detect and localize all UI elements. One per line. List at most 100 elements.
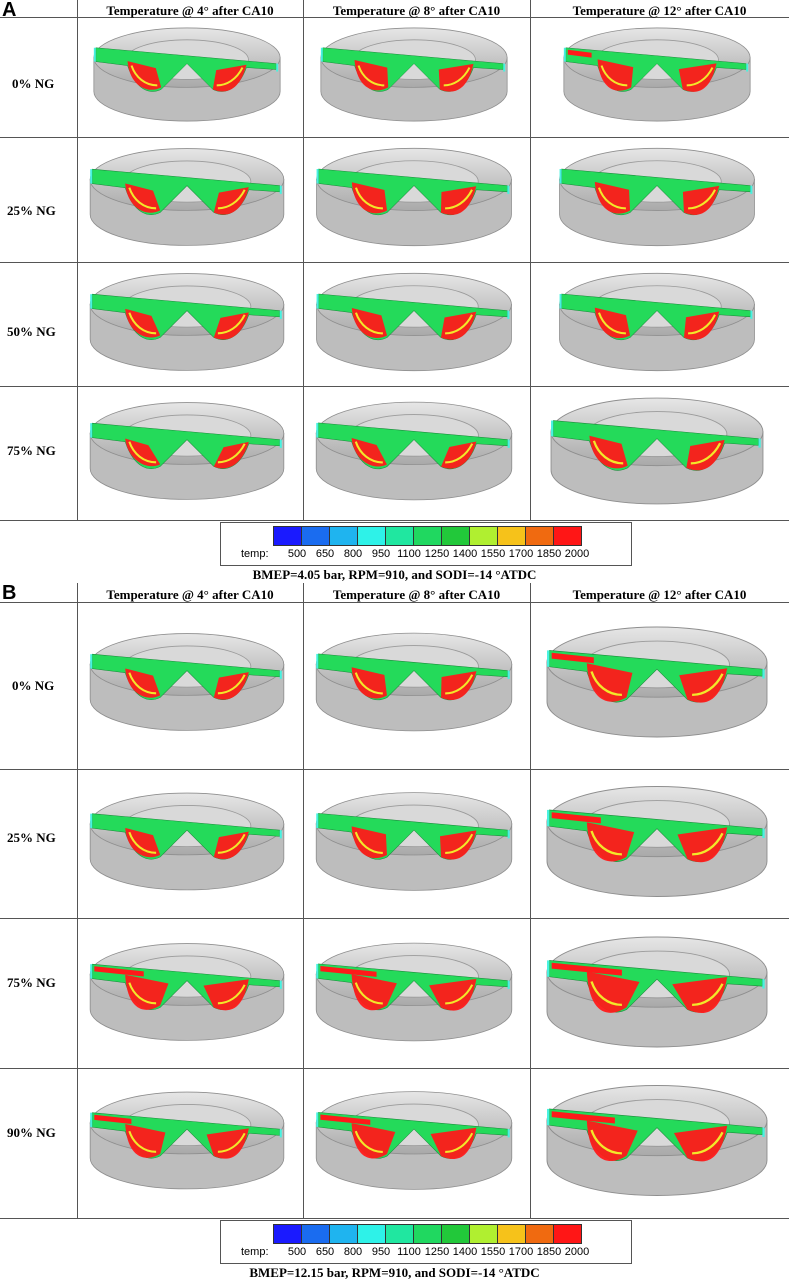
legend-color-bin: [330, 527, 358, 545]
piston-bowl-contour: [84, 921, 290, 1063]
panel-a-row-label-0: 0% NG: [12, 76, 55, 91]
legend-color-bin: [470, 1225, 498, 1243]
panel-b-header-rule: [0, 602, 789, 603]
panel-a-bottom-rule: [0, 520, 789, 521]
panel-b-row-divider-1: [0, 769, 789, 770]
panel-a-row-label-3: 75% NG: [7, 443, 56, 458]
panel-b-caption: BMEP=12.15 bar, RPM=910, and SODI=-14 °A…: [249, 1265, 540, 1280]
legend-tick-label: 1250: [424, 1246, 450, 1258]
panel-b-col-header-2: Temperature @ 12° after CA10: [572, 587, 747, 602]
legend-tick-label: 2000: [564, 1246, 590, 1258]
piston-bowl-contour: [540, 389, 774, 513]
panel-b-col-divider-1: [303, 583, 304, 1218]
panel-a-row-label-2: 50% NG: [7, 324, 56, 339]
panel-b-temperature-legend: temp: 500 650 800 950 1100 1250 1400 1550 1700 18…: [220, 1220, 632, 1264]
legend-color-bin: [330, 1225, 358, 1243]
legend-color-bin: [414, 1225, 442, 1243]
legend-tick-label: 1100: [397, 1246, 421, 1258]
panel-a-legend-label: temp:: [241, 548, 269, 560]
legend-tick-label: 1250: [424, 548, 450, 560]
panel-b-row-label-0: 0% NG: [12, 678, 55, 693]
legend-tick-label: 950: [371, 548, 391, 560]
panel-a-header-rule: [0, 17, 789, 18]
piston-bowl-contour: [540, 20, 774, 129]
piston-bowl-contour: [540, 605, 774, 759]
panel-a-row-divider-2: [0, 262, 789, 263]
legend-color-bin: [498, 1225, 526, 1243]
panel-b-row-divider-2: [0, 918, 789, 919]
panel-a-col-header-1: Temperature @ 8° after CA10: [332, 3, 501, 18]
panel-b-row-label-1: 25% NG: [7, 830, 56, 845]
legend-tick-label: 1700: [508, 1246, 534, 1258]
legend-color-bin: [414, 527, 442, 545]
panel-a-col-header-0: Temperature @ 4° after CA10: [106, 3, 274, 18]
legend-color-bin: [358, 527, 386, 545]
piston-bowl-contour: [310, 605, 518, 759]
legend-color-bin: [554, 1225, 581, 1243]
panel-a-row-divider-1: [0, 137, 789, 138]
panel-a-caption: BMEP=4.05 bar, RPM=910, and SODI=-14 °AT…: [252, 567, 537, 582]
legend-tick-label: 650: [315, 1246, 335, 1258]
legend-color-bin: [358, 1225, 386, 1243]
legend-tick-label: 500: [287, 1246, 307, 1258]
legend-color-bin: [274, 1225, 302, 1243]
legend-color-bin: [498, 527, 526, 545]
legend-tick-label: 1400: [452, 1246, 478, 1258]
legend-tick-label: 1700: [508, 548, 534, 560]
piston-bowl-contour: [540, 140, 774, 254]
legend-color-bin: [386, 527, 414, 545]
legend-color-bin: [386, 1225, 414, 1243]
legend-color-bin: [302, 1225, 330, 1243]
piston-bowl-contour: [310, 772, 518, 911]
legend-tick-label: 1850: [536, 1246, 562, 1258]
piston-bowl-contour: [84, 1071, 290, 1210]
legend-tick-label: 1550: [480, 548, 506, 560]
panel-b-row-divider-3: [0, 1068, 789, 1069]
legend-tick-label: 1550: [480, 1246, 506, 1258]
panel-b-bottom-rule: [0, 1218, 789, 1219]
panel-a-col-header-2: Temperature @ 12° after CA10: [572, 3, 747, 18]
piston-bowl-contour: [310, 265, 518, 379]
panel-b-legend-label: temp:: [241, 1246, 269, 1258]
panel-a-row-label-1: 25% NG: [7, 203, 56, 218]
legend-tick-label: 800: [343, 548, 363, 560]
piston-bowl-contour: [84, 389, 290, 513]
legend-color-bin: [442, 1225, 470, 1243]
piston-bowl-contour: [84, 265, 290, 379]
piston-bowl-contour: [84, 20, 290, 129]
piston-bowl-contour: [310, 389, 518, 513]
legend-tick-label: 950: [371, 1246, 391, 1258]
panel-b-legend-ticks: 500 650 800 950 1100 1250 1400 1550 1700 1850 2000: [273, 1246, 623, 1260]
legend-color-bin: [554, 527, 581, 545]
panel-a-temperature-legend: temp: 500 650 800 950 1100 1250 1400 1550 1700 18…: [220, 522, 632, 566]
panel-a-col-divider-0: [77, 0, 78, 520]
panel-b-col-header-0: Temperature @ 4° after CA10: [106, 587, 274, 602]
legend-color-bin: [442, 527, 470, 545]
legend-tick-label: 650: [315, 548, 335, 560]
piston-bowl-contour: [84, 140, 290, 254]
panel-a-letter: A: [2, 0, 17, 21]
panel-a-col-divider-2: [530, 0, 531, 520]
piston-bowl-contour: [310, 1071, 518, 1210]
panel-a-legend-ticks: 500 650 800 950 1100 1250 1400 1550 1700 1850 2000: [273, 548, 623, 562]
panel-a-row-divider-3: [0, 386, 789, 387]
panel-b-col-divider-2: [530, 583, 531, 1218]
legend-tick-label: 500: [287, 548, 307, 560]
piston-bowl-contour: [310, 921, 518, 1063]
legend-color-bin: [470, 527, 498, 545]
piston-bowl-contour: [84, 772, 290, 911]
legend-color-bin: [526, 1225, 554, 1243]
legend-color-bin: [526, 527, 554, 545]
piston-bowl-contour: [540, 772, 774, 911]
panel-b-legend-colorbar: [273, 1224, 582, 1244]
panel-b-row-label-3: 90% NG: [7, 1125, 56, 1140]
legend-tick-label: 1400: [452, 548, 478, 560]
panel-b-col-divider-0: [77, 583, 78, 1218]
piston-bowl-contour: [310, 20, 518, 129]
legend-tick-label: 2000: [564, 548, 590, 560]
legend-tick-label: 1850: [536, 548, 562, 560]
panel-a-legend-colorbar: [273, 526, 582, 546]
legend-color-bin: [302, 527, 330, 545]
piston-bowl-contour: [84, 605, 290, 759]
panel-b-row-label-2: 75% NG: [7, 975, 56, 990]
